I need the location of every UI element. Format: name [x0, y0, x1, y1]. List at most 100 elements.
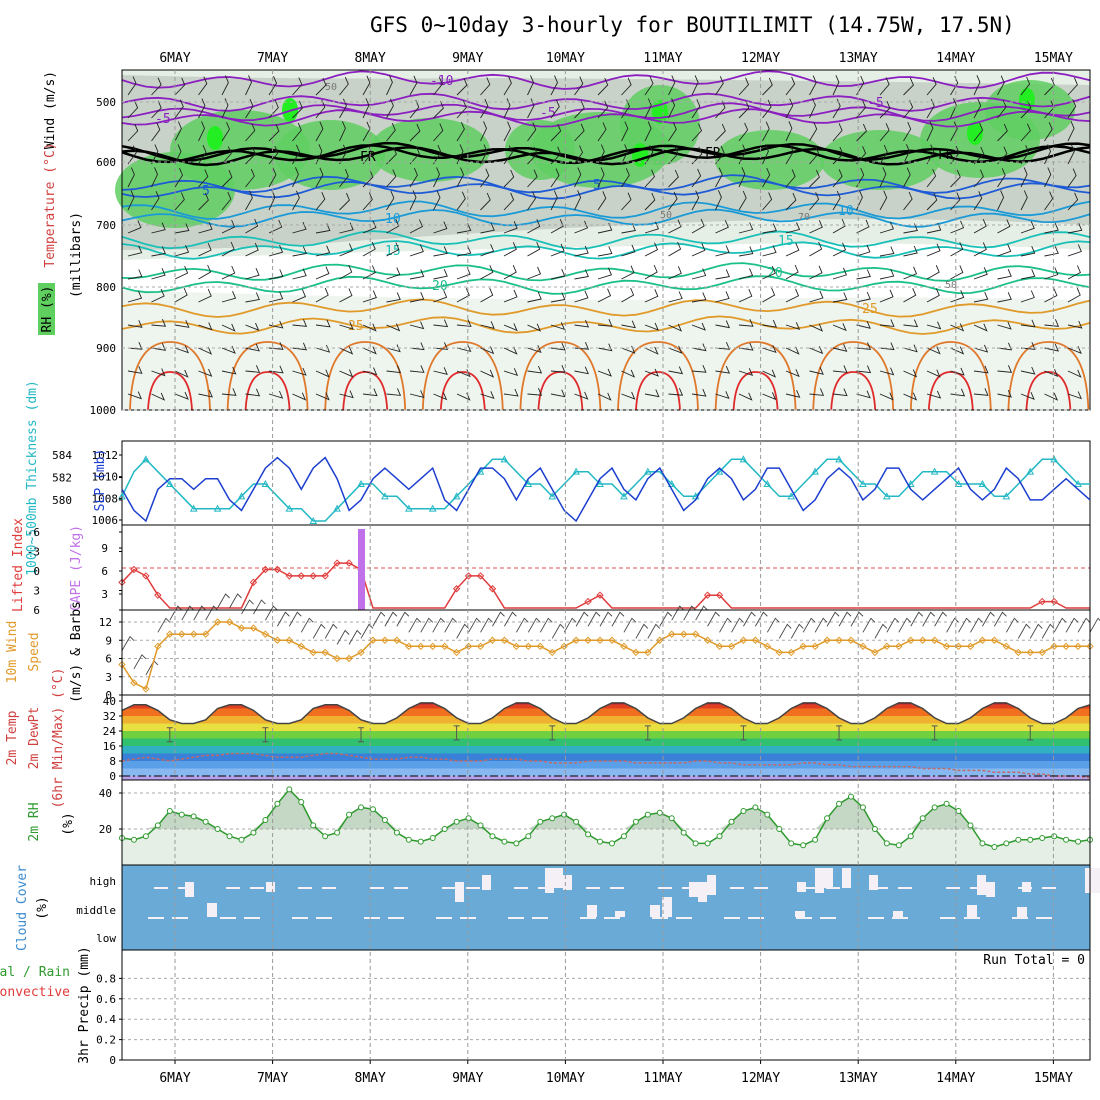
barb-16-6: [503, 221, 518, 234]
barb-29-4: [809, 169, 820, 188]
barb-23-9: [668, 291, 683, 303]
barb-37-6: [997, 219, 1011, 234]
wind10-barb-25: [420, 617, 434, 633]
barb-25-6: [715, 220, 729, 234]
barb-25-10: [715, 320, 731, 329]
temp-band-0: [122, 776, 1090, 780]
wind10-point-69: [942, 642, 951, 651]
barb-34-0: [926, 77, 937, 96]
rh2m-point-53: [752, 804, 759, 811]
temp-minmax-52: [740, 725, 747, 741]
barb-1-1: [151, 100, 162, 119]
isotherm-12: [121, 230, 1091, 250]
barb-34-9: [926, 288, 940, 303]
cloud-high-block-12: [824, 868, 833, 888]
barb-19-1: [574, 100, 585, 119]
wind10-point-20: [357, 648, 365, 657]
cloud-high-tick-29: [826, 887, 840, 889]
barb-34-10: [926, 321, 942, 330]
barb-16-9: [503, 289, 518, 303]
barb-22-5: [644, 192, 656, 211]
barb-32-5: [879, 190, 888, 211]
wind10-barb-37: [563, 617, 577, 633]
barb-4-12: [221, 366, 237, 375]
date-bottom-9: 15MAY: [1034, 1071, 1073, 1086]
wind10-point-7: [201, 630, 210, 638]
barb-38-0: [1020, 76, 1031, 96]
barb-0-4: [127, 167, 135, 188]
wind10-barb-36: [551, 623, 565, 639]
cloud-high-block-16: [986, 882, 995, 897]
pressure-tick-1: 600: [96, 156, 116, 169]
barb-31-7: [856, 244, 871, 257]
barb-32-1: [879, 100, 891, 119]
barb-19-9: [574, 290, 589, 303]
thickness-point-80: [1074, 479, 1082, 487]
barb-37-7: [997, 244, 1012, 257]
cloud-high-tick-16: [514, 887, 528, 889]
barb-1-0: [151, 77, 162, 96]
cloud-high-block-6: [563, 875, 572, 890]
lifted-index-line: [121, 562, 1090, 609]
barb-35-9: [950, 290, 965, 303]
rh2m-point-80: [1075, 838, 1082, 845]
thickness-point-72: [978, 479, 987, 487]
wind10-point-2: [142, 685, 150, 693]
barb-6-4: [268, 167, 277, 188]
wind10-barb-81: [1089, 617, 1100, 633]
barb-17-13: [527, 388, 543, 396]
thickness-point-64: [882, 492, 891, 500]
barb-38-1: [1020, 100, 1032, 119]
isotherm-14: [121, 262, 1091, 282]
temp-band-12: [122, 697, 1090, 701]
barb-2-12: [174, 369, 189, 378]
barb-31-9: [856, 291, 871, 303]
wind10-point-35: [536, 642, 544, 651]
cloud-high-block-4: [545, 868, 554, 893]
thickness-point-56: [787, 492, 796, 500]
barb-2-10: [174, 320, 190, 328]
wind10-point-66: [907, 636, 915, 644]
barb-0-12: [127, 366, 143, 374]
barb-38-5: [1020, 190, 1028, 211]
cloud-high-block-5: [554, 868, 563, 888]
rh2m-point-52: [740, 808, 747, 814]
wind10-point-21: [369, 636, 377, 644]
barb-9-8: [339, 264, 353, 280]
rh2m-point-67: [919, 815, 926, 822]
wind10-barb-60: [838, 611, 852, 627]
date-bottom-4: 10MAY: [546, 1071, 585, 1086]
rh2m-point-46: [668, 815, 675, 822]
thickness-point-40: [596, 479, 604, 487]
rh2m-point-42: [620, 833, 627, 840]
barb-30-2: [832, 123, 843, 142]
barb-29-13: [809, 388, 825, 396]
rh2m-point-19: [346, 811, 353, 818]
isotherm-label-5: FR: [705, 146, 721, 161]
barb-7-4: [292, 167, 299, 188]
barb-18-5: [550, 190, 558, 211]
dewpt-line: [121, 752, 1091, 779]
wind10-point-48: [691, 630, 700, 638]
date-bottom-0: 6MAY: [159, 1071, 190, 1086]
rh2m-point-30: [477, 822, 484, 829]
temp-minmax-4: [166, 727, 173, 743]
barb-16-12: [503, 368, 519, 377]
barb-28-3: [785, 144, 794, 165]
barb-12-1: [409, 100, 420, 119]
thickness-point-46: [667, 479, 676, 487]
barb-2-5: [174, 192, 185, 211]
rh2m-point-68: [931, 804, 938, 811]
barb-17-10: [527, 323, 542, 332]
barb-27-5: [762, 192, 773, 211]
barb-10-1: [362, 98, 370, 119]
barb-20-9: [597, 288, 612, 303]
barb-14-6: [456, 223, 472, 234]
date-top-5: 11MAY: [643, 51, 682, 66]
barb-7-0: [292, 77, 303, 96]
rh2m-line: [121, 788, 1091, 848]
temp-minmax-76: [1027, 725, 1034, 741]
rh2m-panel: 40 20 2m RH (%): [27, 779, 1093, 866]
isotherm-6: [121, 144, 1091, 165]
